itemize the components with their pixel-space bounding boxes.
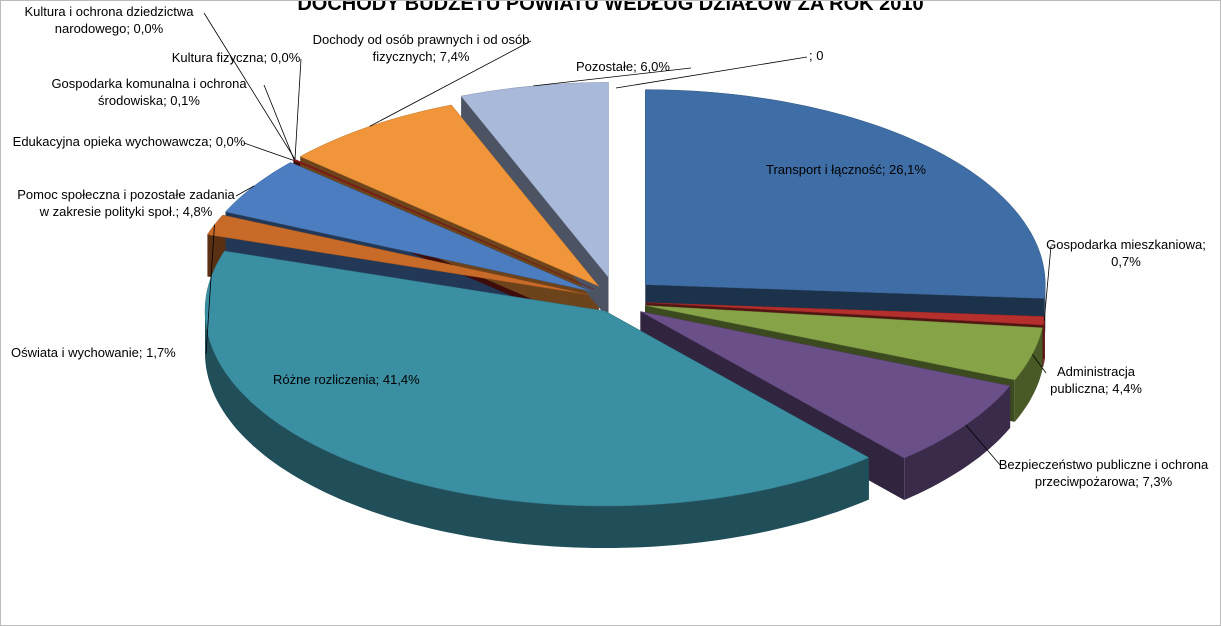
data-label: ; 0 [809,48,824,63]
leader-line [533,67,692,87]
leader-line [263,84,295,160]
slice-side [1014,327,1043,422]
leader-line [235,185,255,197]
leader-line [205,224,215,355]
data-label: Dochody od osób prawnych i od osób fizyc… [312,32,530,64]
data-label: Gospodarka mieszkaniowa; 0,7% [1046,237,1206,269]
leader-line [965,424,1002,467]
data-label: Bezpieczeństwo publiczne i ochrona przec… [998,457,1209,489]
data-label: Transport i łączność; 26,1% [766,162,926,177]
data-label: Pomoc społeczna i pozostałe zadania w za… [17,187,235,219]
data-label: Oświata i wychowanie; 1,7% [11,345,176,360]
slice-side [904,385,1011,501]
chart-title: DOCHODY BUDŻETU POWIATU WEDŁUG DZIAŁÓW Z… [297,0,924,15]
slice-side [1043,316,1045,367]
slice-side [205,311,869,548]
leader-line [1043,245,1052,321]
leader-line [615,56,808,89]
data-label: Kultura fizyczna; 0,0% [171,50,301,65]
data-label: Różne rozliczenia; 41,4% [273,372,420,387]
leader-line [203,12,296,160]
data-label: Pozostałe; 6,0% [576,59,670,74]
data-label: Administracja publiczna; 4,4% [1050,364,1142,396]
data-label: Gospodarka komunalna i ochrona środowisk… [51,76,247,108]
leader-line [243,142,294,161]
leader-line [294,58,302,160]
slice [206,214,589,295]
slice [645,89,1046,299]
data-label: Edukacyjna opieka wychowawcza; 0,0% [12,134,246,149]
leader-line [1031,354,1047,374]
leader-line [369,40,532,127]
data-label: Kultura i ochrona dziedzictwa narodowego… [24,4,194,36]
